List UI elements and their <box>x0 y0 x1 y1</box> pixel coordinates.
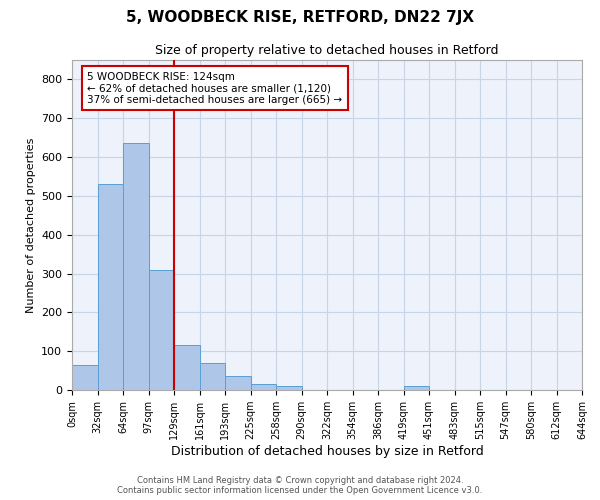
Text: 5, WOODBECK RISE, RETFORD, DN22 7JX: 5, WOODBECK RISE, RETFORD, DN22 7JX <box>126 10 474 25</box>
Bar <box>97 184 123 390</box>
Bar <box>149 270 174 390</box>
Bar <box>123 144 149 390</box>
Bar <box>404 386 429 390</box>
Title: Size of property relative to detached houses in Retford: Size of property relative to detached ho… <box>155 44 499 58</box>
Bar <box>251 384 276 390</box>
Text: Contains HM Land Registry data © Crown copyright and database right 2024.
Contai: Contains HM Land Registry data © Crown c… <box>118 476 482 495</box>
Bar <box>199 363 225 390</box>
Bar <box>72 365 97 390</box>
Y-axis label: Number of detached properties: Number of detached properties <box>26 138 35 312</box>
Bar <box>276 386 302 390</box>
Text: 5 WOODBECK RISE: 124sqm
← 62% of detached houses are smaller (1,120)
37% of semi: 5 WOODBECK RISE: 124sqm ← 62% of detache… <box>88 72 343 105</box>
Bar <box>174 346 199 390</box>
Bar <box>225 376 251 390</box>
X-axis label: Distribution of detached houses by size in Retford: Distribution of detached houses by size … <box>170 445 484 458</box>
